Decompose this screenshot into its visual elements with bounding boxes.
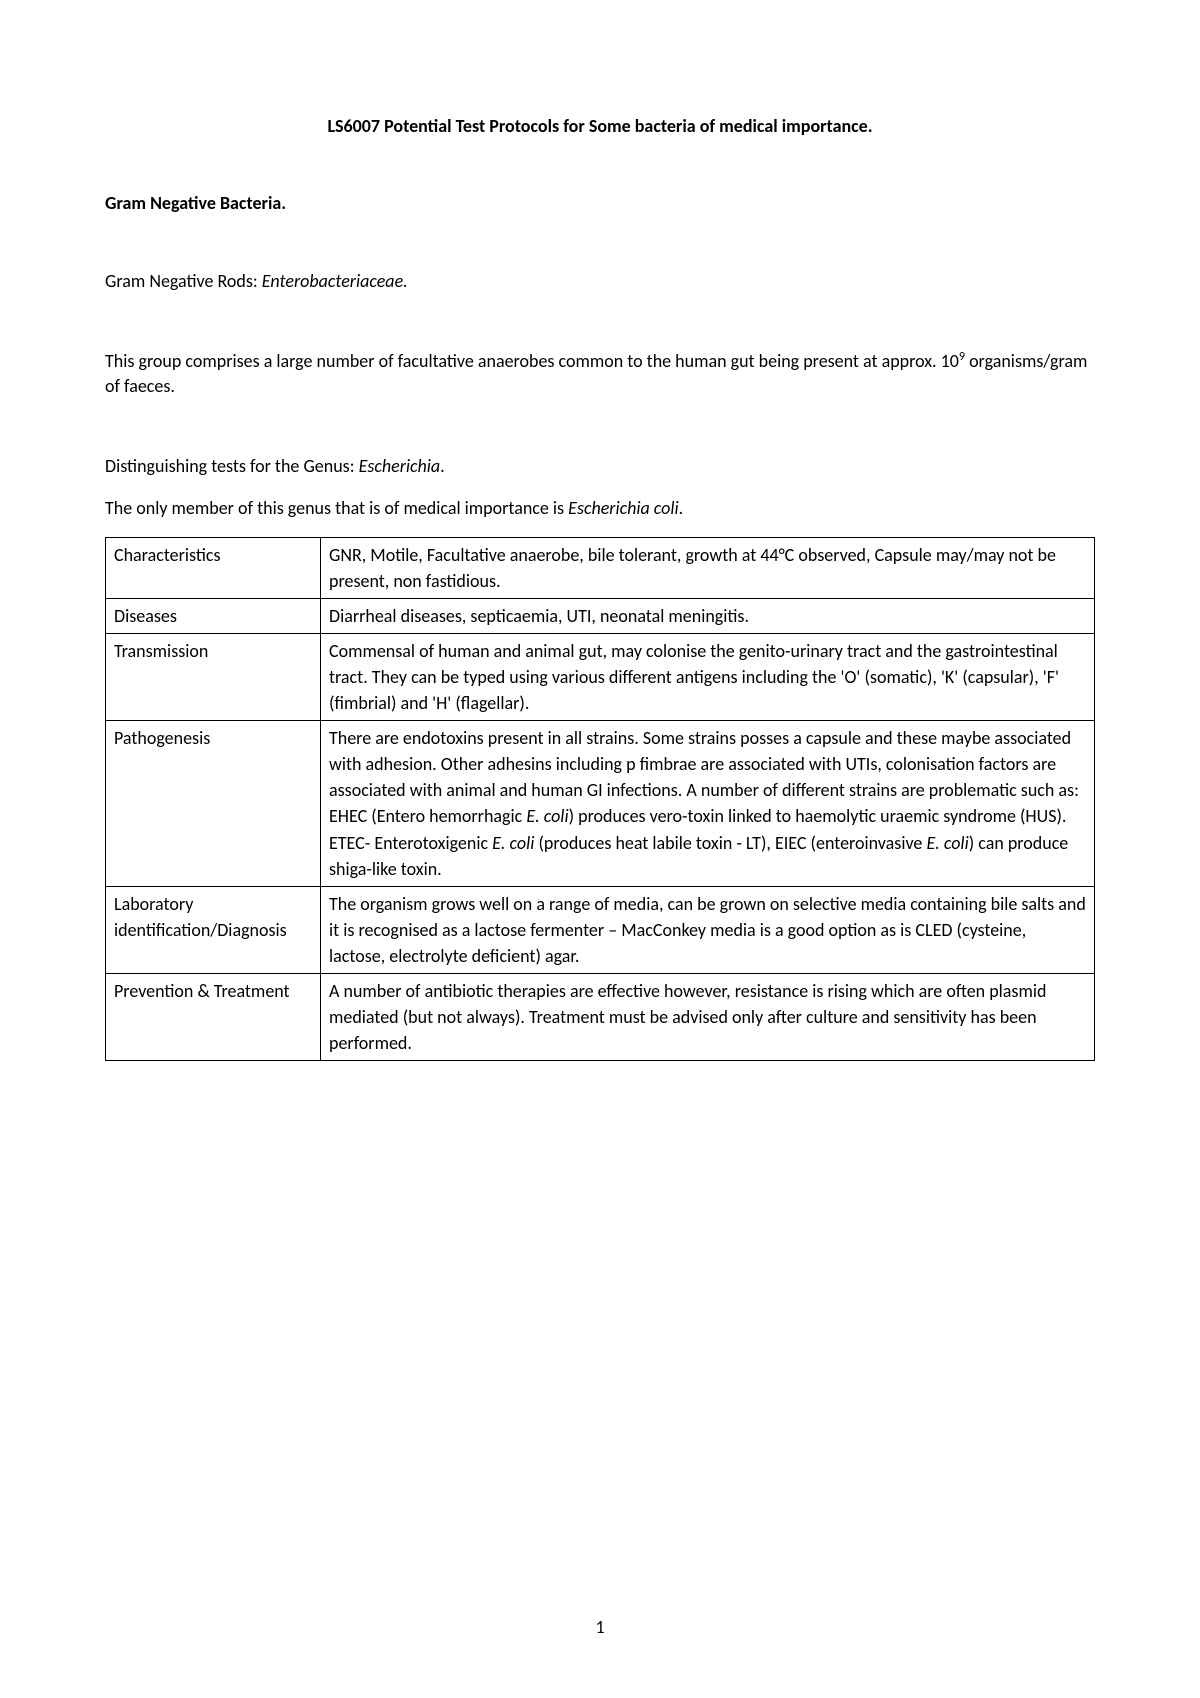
- document-title: LS6007 Potential Test Protocols for Some…: [105, 115, 1095, 137]
- member-suffix: .: [679, 497, 684, 519]
- subheading-italic: Enterobacteriaceae.: [262, 270, 408, 292]
- page-number: 1: [0, 1616, 1200, 1638]
- characteristics-table: CharacteristicsGNR, Motile, Facultative …: [105, 537, 1095, 1062]
- table-row: Laboratory identification/DiagnosisThe o…: [106, 886, 1095, 973]
- table-content-cell: GNR, Motile, Facultative anaerobe, bile …: [321, 537, 1095, 598]
- member-prefix: The only member of this genus that is of…: [105, 497, 568, 519]
- member-line: The only member of this genus that is of…: [105, 497, 1095, 519]
- table-label-cell: Pathogenesis: [106, 721, 321, 887]
- table-row: CharacteristicsGNR, Motile, Facultative …: [106, 537, 1095, 598]
- italic-text: E. coli: [492, 832, 534, 854]
- table-content-cell: Commensal of human and animal gut, may c…: [321, 633, 1095, 720]
- table-row: Prevention & TreatmentA number of antibi…: [106, 973, 1095, 1060]
- table-content-cell: There are endotoxins present in all stra…: [321, 721, 1095, 887]
- table-label-cell: Prevention & Treatment: [106, 973, 321, 1060]
- genus-italic: Escherichia: [359, 455, 441, 477]
- subheading-line: Gram Negative Rods: Enterobacteriaceae.: [105, 269, 1095, 294]
- table-label-cell: Characteristics: [106, 537, 321, 598]
- table-row: DiseasesDiarrheal diseases, septicaemia,…: [106, 598, 1095, 633]
- member-italic: Escherichia coli: [568, 497, 678, 519]
- intro-prefix: This group comprises a large number of f…: [105, 350, 959, 372]
- italic-text: E. coli: [526, 805, 568, 827]
- subheading-prefix: Gram Negative Rods:: [105, 270, 262, 292]
- table-content-cell: The organism grows well on a range of me…: [321, 886, 1095, 973]
- text-span: (produces heat labile toxin - LT), EIEC …: [534, 832, 926, 854]
- section-heading: Gram Negative Bacteria.: [105, 192, 1095, 214]
- genus-line: Distinguishing tests for the Genus: Esch…: [105, 455, 1095, 477]
- table-row: PathogenesisThere are endotoxins present…: [106, 721, 1095, 887]
- table-row: TransmissionCommensal of human and anima…: [106, 633, 1095, 720]
- table-label-cell: Diseases: [106, 598, 321, 633]
- genus-suffix: .: [440, 455, 445, 477]
- table-label-cell: Laboratory identification/Diagnosis: [106, 886, 321, 973]
- table-content-cell: A number of antibiotic therapies are eff…: [321, 973, 1095, 1060]
- table-content-cell: Diarrheal diseases, septicaemia, UTI, ne…: [321, 598, 1095, 633]
- italic-text: E. coli: [926, 832, 968, 854]
- genus-prefix: Distinguishing tests for the Genus:: [105, 455, 359, 477]
- table-label-cell: Transmission: [106, 633, 321, 720]
- intro-paragraph: This group comprises a large number of f…: [105, 349, 1095, 399]
